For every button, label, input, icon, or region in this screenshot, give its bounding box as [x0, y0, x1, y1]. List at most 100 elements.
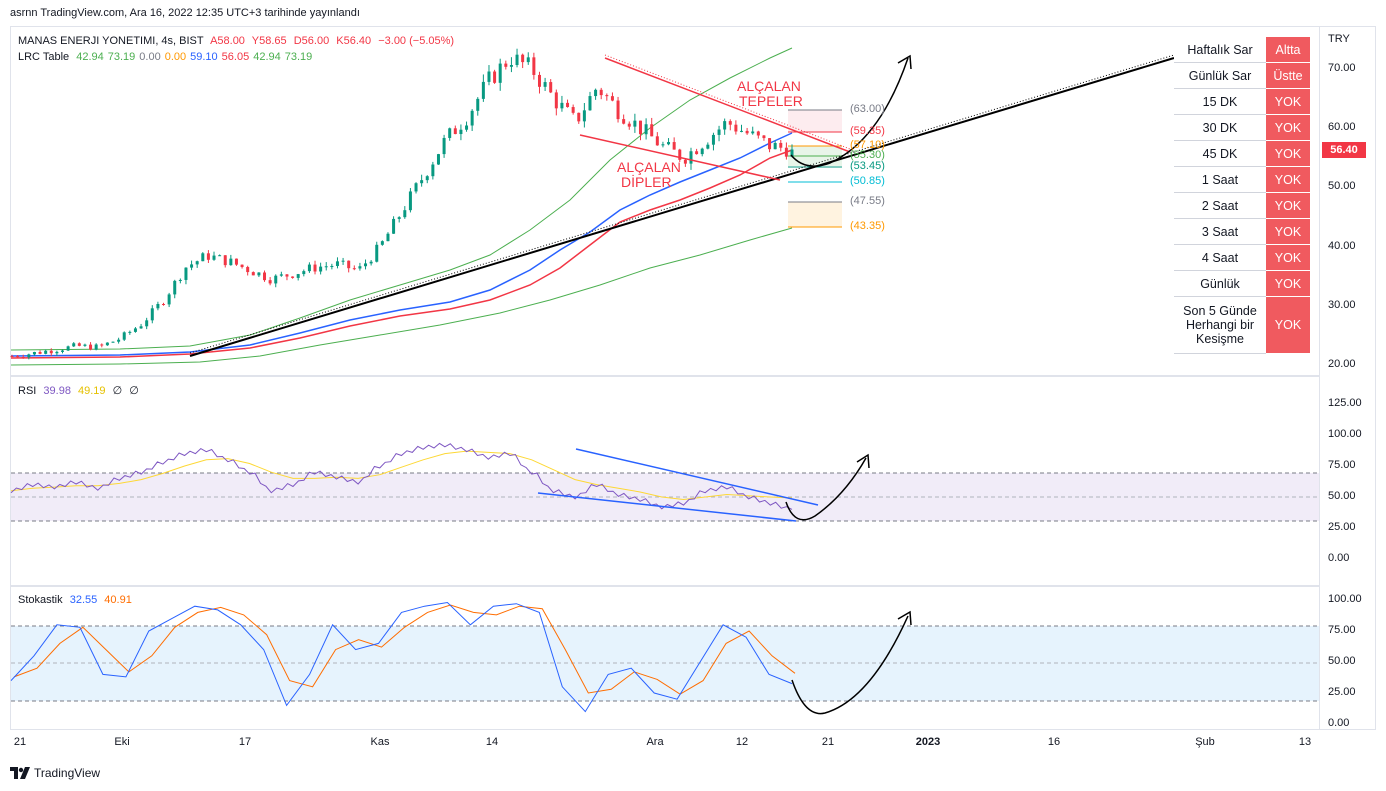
- candle-body: [745, 130, 749, 134]
- lower-lows-line[interactable]: [579, 134, 781, 181]
- signal-value: Üstte: [1265, 62, 1311, 89]
- lrc-value-4: 59.10: [190, 51, 218, 63]
- candle-body: [655, 136, 659, 146]
- candle-body: [756, 131, 760, 136]
- candle-body: [599, 89, 603, 96]
- rsi-resistance-line[interactable]: [575, 448, 819, 506]
- candle-body: [145, 320, 149, 327]
- rsi-ytick-5: 0.00: [1328, 552, 1350, 564]
- candle-body: [223, 255, 227, 266]
- candle-body: [711, 134, 715, 145]
- candle-body: [128, 331, 132, 333]
- candle-body: [369, 261, 373, 264]
- candle-body: [201, 253, 205, 262]
- signal-label: Günlük: [1174, 270, 1266, 297]
- rsi-name[interactable]: RSI: [18, 385, 37, 397]
- candle-body: [627, 123, 631, 127]
- candle-body: [206, 253, 210, 260]
- signal-label: Günlük Sar: [1174, 62, 1266, 89]
- projection-arrowhead-price: [897, 54, 912, 70]
- candle-body: [549, 82, 553, 93]
- projection-arrow-stoch: [791, 615, 909, 715]
- candle-body: [319, 266, 323, 272]
- lrc-value-5: 56.05: [221, 51, 250, 63]
- price-ytick-0: 70.00: [1328, 62, 1356, 74]
- candle-body: [706, 144, 710, 149]
- candle-body: [481, 81, 485, 99]
- stoch-legend[interactable]: Stokastik 32.55 40.91: [18, 594, 136, 606]
- candle-body: [330, 265, 334, 267]
- candle-body: [133, 328, 137, 332]
- candle-body: [537, 74, 541, 87]
- candle-body: [790, 149, 794, 157]
- lower-lows-label-1: ALÇALAN: [617, 159, 681, 175]
- candle-body: [689, 151, 693, 164]
- signal-row: Haftalık Sar Altta: [1174, 36, 1311, 63]
- signal-label: Haftalık Sar: [1174, 36, 1266, 63]
- projection-arrowhead-stoch: [897, 610, 912, 626]
- candle-body: [762, 135, 766, 139]
- candle-body: [178, 279, 182, 281]
- xtick-4: 14: [485, 736, 499, 748]
- candle-body: [773, 142, 777, 150]
- fib-lines: [788, 109, 842, 228]
- candle-body: [768, 138, 772, 150]
- candle-body: [257, 272, 261, 276]
- signal-value: YOK: [1265, 166, 1311, 193]
- candle-body: [44, 350, 48, 354]
- lower-highs-line[interactable]: [604, 57, 851, 153]
- fib-label-1: (59.35): [850, 125, 885, 137]
- candle-body: [661, 144, 665, 146]
- candle-body: [324, 266, 328, 268]
- fib-label-5: (50.85): [850, 175, 885, 187]
- lrc-legend[interactable]: LRC Table 42.94 73.19 0.00 0.00 59.10 56.05 42…: [18, 51, 316, 63]
- candle-body: [779, 142, 783, 148]
- candle-body: [285, 274, 289, 277]
- candle-body: [38, 352, 42, 354]
- stoch-d-value: 40.91: [104, 594, 132, 606]
- rsi-support-line[interactable]: [537, 492, 797, 522]
- main-legend[interactable]: MANAS ENERJI YONETIMI, 4s, BIST A58.00 Y…: [18, 35, 458, 47]
- open-value: A58.00: [210, 35, 245, 47]
- rsi-legend[interactable]: RSI 39.98 49.19 ∅ ∅: [18, 384, 143, 397]
- candle-body: [268, 280, 272, 284]
- symbol-name[interactable]: MANAS ENERJI YONETIMI, 4s, BIST: [18, 35, 204, 47]
- signal-value: YOK: [1265, 296, 1311, 354]
- candle-body: [633, 120, 637, 127]
- candle-body: [605, 95, 609, 97]
- signal-label: 15 DK: [1174, 88, 1266, 115]
- footer-logo[interactable]: TradingView: [10, 766, 100, 780]
- support-trendline[interactable]: [189, 57, 1175, 357]
- candle-body: [644, 124, 648, 135]
- rsi-ytick-2: 75.00: [1328, 459, 1356, 471]
- candle-body: [16, 356, 20, 358]
- candle-body: [397, 217, 401, 219]
- candles: [10, 48, 794, 360]
- candle-body: [190, 264, 194, 268]
- price-axis[interactable]: [1320, 26, 1376, 730]
- signal-row: 2 Saat YOK: [1174, 192, 1311, 219]
- signal-table: Haftalık Sar Altta Günlük Sar Üstte 15 DK YOK…: [1174, 36, 1311, 354]
- candle-body: [375, 244, 379, 262]
- candle-body: [212, 255, 216, 260]
- candle-body: [21, 356, 25, 358]
- signal-label: Son 5 Günde Herhangi bir Kesişme: [1174, 296, 1266, 354]
- candle-body: [72, 343, 76, 347]
- candle-body: [739, 130, 743, 132]
- rsi-empty-1: ∅: [112, 385, 123, 397]
- signal-row: 15 DK YOK: [1174, 88, 1311, 115]
- stoch-name[interactable]: Stokastik: [18, 594, 63, 606]
- candle-body: [240, 264, 244, 268]
- signal-row: 30 DK YOK: [1174, 114, 1311, 141]
- close-value: K56.40: [336, 35, 372, 47]
- lrc-upper-green: [10, 47, 793, 351]
- fib-label-0: (63.00): [850, 103, 885, 115]
- fib-label-4: (53.45): [850, 160, 885, 172]
- candle-body: [27, 354, 31, 358]
- candle-body: [117, 339, 121, 342]
- signal-label: 3 Saat: [1174, 218, 1266, 245]
- lower-highs-label-2: TEPELER: [739, 93, 803, 109]
- lrc-name[interactable]: LRC Table: [18, 51, 70, 63]
- candle-body: [521, 54, 525, 63]
